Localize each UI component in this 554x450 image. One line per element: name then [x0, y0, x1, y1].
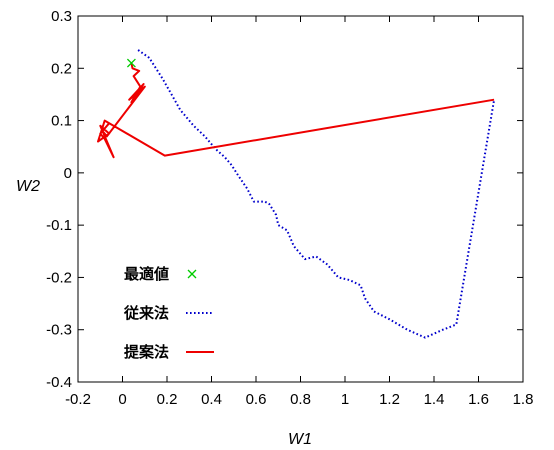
x-tick-label: 0 — [118, 391, 126, 408]
plot-frame — [77, 15, 524, 383]
x-tick-label: -0.2 — [65, 391, 91, 408]
x-tick-label: 1 — [341, 391, 349, 408]
legend-swatches — [186, 269, 214, 353]
ticks: -0.2 0 0.2 0.4 0.6 0.8 1 1.2 1.4 1.6 1.8 0.3 0.2 0.1 0… — [46, 8, 533, 408]
legend-label-proposed: 提案法 — [124, 343, 169, 361]
y-tick-label: -0.2 — [46, 269, 72, 286]
x-tick-label: 0.8 — [290, 391, 311, 408]
y-tick-label: 0.1 — [51, 113, 72, 130]
y-tick-label: 0.3 — [51, 8, 72, 25]
series-layer — [97, 49, 496, 339]
y-tick-label: 0 — [64, 165, 72, 182]
x-tick-label: 0.6 — [246, 391, 267, 408]
x-tick-label: 0.4 — [201, 391, 222, 408]
conventional-method-line — [137, 49, 496, 339]
y-tick-label: -0.3 — [46, 322, 72, 339]
y-tick-label: 0.2 — [51, 60, 72, 77]
legend-swatch-optimal — [187, 269, 197, 279]
legend: 最適値 従来法 提案法 — [123, 265, 214, 361]
legend-label-conventional: 従来法 — [123, 304, 169, 322]
x-tick-label: 1.2 — [379, 391, 400, 408]
y-tick-label: -0.4 — [46, 374, 72, 391]
x-tick-label: 1.8 — [513, 391, 534, 408]
x-tick-label: 1.6 — [468, 391, 489, 408]
y-tick-label: -0.1 — [46, 217, 72, 234]
x-tick-label: 0.2 — [157, 391, 178, 408]
optimal-point-marker — [126, 58, 136, 68]
x-tick-label: 1.4 — [424, 391, 445, 408]
x-axis-label: W1 — [288, 431, 312, 448]
legend-label-optimal: 最適値 — [124, 265, 169, 283]
y-axis-label: W2 — [16, 178, 40, 195]
proposed-method-line — [97, 62, 495, 159]
